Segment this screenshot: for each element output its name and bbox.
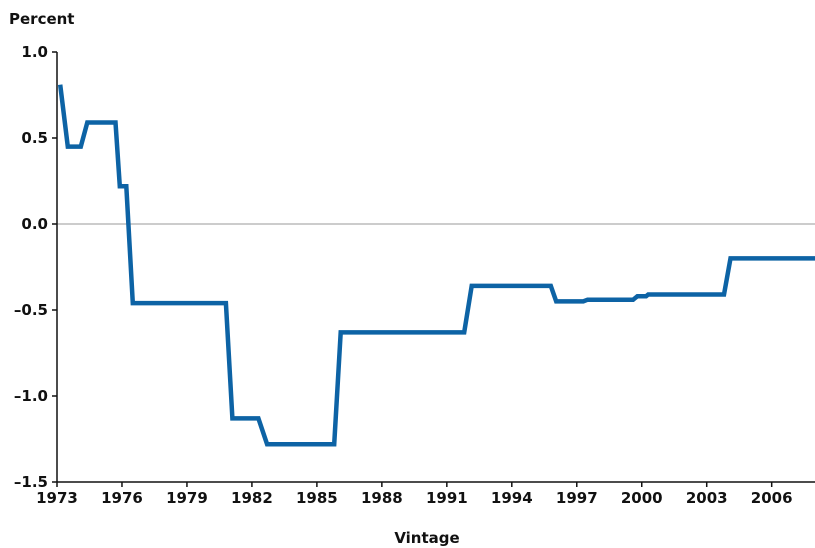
x-tick-label: 1976 [101,489,143,507]
x-tick-label: 1982 [231,489,273,507]
y-tick-label: –0.5 [14,301,48,319]
x-tick-label: 2000 [621,489,663,507]
y-tick-label: 0.5 [21,129,48,147]
x-axis-title: Vintage [394,529,459,547]
x-tick-label: 1979 [166,489,208,507]
x-tick-label: 1988 [361,489,403,507]
x-tick-label: 1985 [296,489,338,507]
y-axis-ticks: 1.0 0.5 0.0 –0.5 –1.0 –1.5 [14,43,57,491]
y-tick-label: 0.0 [21,215,48,233]
x-tick-label: 1973 [36,489,78,507]
x-tick-label: 1994 [491,489,533,507]
x-axis-ticks: 1973 1976 1979 1982 1985 1988 1991 1994 1997 2000… [36,482,793,507]
x-tick-label: 1997 [556,489,598,507]
y-axis-title: Percent [9,10,74,28]
series-line [57,84,815,447]
y-tick-label: –1.5 [14,473,48,491]
x-tick-label: 2006 [751,489,793,507]
x-tick-label: 1991 [426,489,468,507]
y-tick-label: –1.0 [14,387,48,405]
x-tick-label: 2003 [686,489,728,507]
y-tick-label: 1.0 [21,43,48,61]
